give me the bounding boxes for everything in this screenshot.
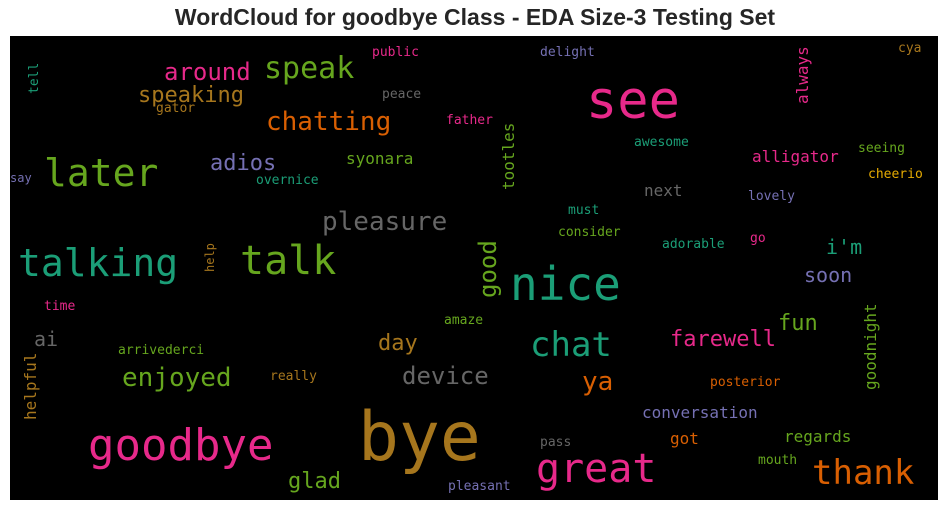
word-soon: soon [804, 263, 852, 287]
word-later: later [44, 151, 158, 195]
word-syonara: syonara [346, 149, 413, 168]
word-peace: peace [382, 87, 421, 102]
word-day: day [378, 331, 418, 356]
word-awesome: awesome [634, 135, 689, 150]
word-gator: gator [156, 101, 195, 116]
word-glad: glad [288, 469, 341, 494]
word-speak: speak [264, 51, 354, 86]
word-arrivederci: arrivederci [118, 343, 204, 358]
word-cloud: bye see nice goodbye great talk talking later th… [10, 36, 938, 500]
word-help: help [203, 243, 217, 272]
word-enjoyed: enjoyed [122, 363, 232, 393]
word-must: must [568, 203, 599, 218]
word-go: go [750, 231, 766, 246]
word-nice: nice [510, 257, 621, 311]
word-lovely: lovely [748, 189, 795, 204]
word-goodbye: goodbye [88, 420, 273, 471]
cloud-background [10, 36, 938, 500]
word-overnice: overnice [256, 173, 319, 188]
word-farewell: farewell [670, 327, 776, 352]
word-consider: consider [558, 225, 621, 240]
word-thank: thank [812, 453, 914, 493]
word-public: public [372, 45, 419, 60]
word-ai: ai [34, 327, 58, 351]
word-tootles: tootles [499, 123, 518, 190]
word-adorable: adorable [662, 237, 725, 252]
word-alligator: alligator [752, 147, 839, 166]
chart-title: WordCloud for goodbye Class - EDA Size-3… [174, 4, 776, 30]
word-device: device [402, 362, 489, 390]
word-delight: delight [540, 45, 595, 60]
word-im: i'm [826, 235, 862, 259]
word-time: time [44, 299, 75, 314]
word-chat: chat [530, 325, 612, 365]
word-group: bye see nice goodbye great talk talking later th… [10, 41, 923, 494]
word-adios: adios [210, 151, 276, 176]
word-next: next [644, 181, 683, 200]
word-talking: talking [18, 241, 178, 285]
word-amaze: amaze [444, 313, 483, 328]
word-cheerio: cheerio [868, 167, 923, 182]
word-good: good [474, 240, 502, 298]
word-father: father [446, 113, 493, 128]
word-speaking: speaking [138, 83, 244, 108]
word-tell: tell [27, 63, 42, 94]
word-regards: regards [784, 427, 851, 446]
word-talk: talk [240, 238, 336, 284]
word-goodnight: goodnight [861, 303, 880, 390]
word-chatting: chatting [266, 107, 391, 137]
word-seeing: seeing [858, 141, 905, 156]
word-great: great [536, 446, 656, 492]
word-see: see [586, 71, 680, 131]
word-pleasant: pleasant [448, 479, 511, 494]
word-ya: ya [582, 367, 613, 397]
word-helpful: helpful [21, 353, 40, 420]
word-always: always [793, 46, 812, 104]
word-mouth: mouth [758, 453, 797, 468]
word-conversation: conversation [642, 403, 758, 422]
word-fun: fun [778, 311, 818, 336]
word-say: say [10, 171, 32, 185]
word-cya: cya [898, 41, 921, 56]
word-posterior: posterior [710, 375, 781, 390]
word-around: around [164, 58, 251, 86]
word-got: got [670, 429, 699, 448]
word-pleasure: pleasure [322, 207, 447, 237]
word-pass: pass [540, 435, 571, 450]
word-really: really [270, 369, 317, 384]
word-bye: bye [358, 398, 481, 477]
